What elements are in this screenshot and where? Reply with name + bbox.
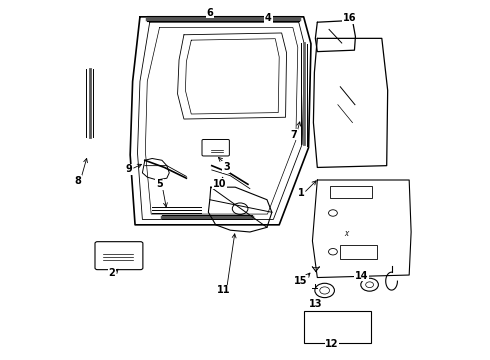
Text: 3: 3 <box>223 162 230 172</box>
Text: 9: 9 <box>125 164 132 174</box>
Text: 12: 12 <box>325 338 339 348</box>
Text: 7: 7 <box>291 130 297 140</box>
Text: 16: 16 <box>343 13 356 23</box>
Text: 2: 2 <box>109 268 116 278</box>
Text: $\chi$: $\chi$ <box>344 229 351 238</box>
Text: 4: 4 <box>265 13 272 23</box>
Text: 11: 11 <box>217 285 231 296</box>
Text: 10: 10 <box>213 179 226 189</box>
Text: 1: 1 <box>298 188 305 198</box>
Text: 6: 6 <box>206 8 213 18</box>
Text: 14: 14 <box>355 271 368 281</box>
Bar <box>330 186 371 198</box>
Bar <box>304 311 371 343</box>
Text: 13: 13 <box>309 299 322 309</box>
Text: 8: 8 <box>74 176 81 186</box>
Text: 15: 15 <box>294 276 307 286</box>
Bar <box>340 244 377 259</box>
Text: 5: 5 <box>156 179 163 189</box>
